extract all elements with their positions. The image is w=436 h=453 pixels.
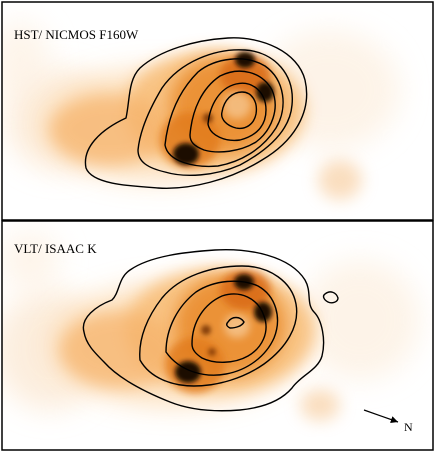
panel-top: HST/ NICMOS F160W	[1, 1, 434, 221]
panel-top-image	[2, 20, 400, 200]
knot-top-2	[235, 52, 255, 68]
knot-top-3	[256, 82, 274, 102]
knot-top-1	[173, 143, 199, 165]
panel-bottom-frame	[1, 220, 434, 451]
panel-bottom-label: VLT/ ISAAC K	[14, 241, 97, 256]
north-label: N	[404, 420, 413, 434]
panel-top-label: HST/ NICMOS F160W	[14, 27, 139, 42]
contours-top	[84, 37, 308, 189]
north-arrow-icon	[363, 409, 399, 423]
panel-top-frame	[1, 1, 434, 221]
panel-bottom-image	[2, 230, 420, 421]
panel-bottom: VLT/ ISAAC K N	[1, 220, 434, 451]
compass: N	[363, 409, 413, 434]
contours-bottom	[82, 249, 339, 412]
